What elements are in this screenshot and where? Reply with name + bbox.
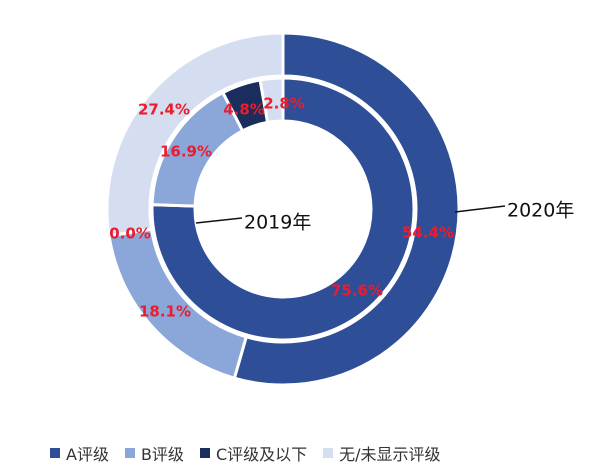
slice-inner-0 bbox=[150, 76, 416, 342]
legend-label-2: C评级及以下 bbox=[215, 445, 308, 464]
series-label-inner: 2019年 bbox=[244, 212, 311, 234]
data-label-inner-1: 16.9% bbox=[160, 143, 212, 161]
data-label-inner-2: 4.8% bbox=[223, 101, 265, 119]
legend-item-1: B评级 bbox=[124, 441, 184, 465]
data-label-outer-0: 54.4% bbox=[402, 224, 454, 242]
legend-label-1: B评级 bbox=[140, 445, 184, 464]
legend-item-3: 无/未显示评级 bbox=[323, 441, 441, 465]
slice-inner-3 bbox=[258, 76, 285, 125]
data-label-outer-3: 27.4% bbox=[138, 101, 190, 119]
series-label-line-inner bbox=[195, 217, 243, 224]
slice-outer-0 bbox=[232, 31, 461, 387]
legend-swatch-1 bbox=[124, 448, 135, 458]
series-label-line-outer bbox=[454, 205, 506, 213]
legend-item-2: C评级及以下 bbox=[199, 441, 308, 465]
chart-svg: 54.4% 18.1% 0.0% 27.4% 75.6% 16.9% 4.8%2.8% 202… bbox=[105, 31, 574, 387]
slice-outer-3 bbox=[105, 31, 285, 238]
data-label-inner-0: 75.6% bbox=[331, 282, 383, 300]
chart-legend: A评级 B评级 C评级及以下 无/未显示评级 bbox=[50, 441, 457, 465]
legend-swatch-2 bbox=[199, 448, 210, 458]
legend-item-0: A评级 bbox=[50, 441, 109, 465]
legend-swatch-3 bbox=[323, 448, 334, 458]
data-label-outer-1: 18.1% bbox=[139, 303, 191, 321]
data-label-inner-3: 2.8% bbox=[263, 95, 305, 113]
legend-label-0: A评级 bbox=[66, 445, 109, 464]
legend-swatch-0 bbox=[50, 448, 60, 458]
legend-label-3: 无/未显示评级 bbox=[339, 445, 441, 464]
series-label-outer: 2020年 bbox=[507, 200, 574, 222]
data-label-outer-2: 0.0% bbox=[109, 225, 151, 243]
